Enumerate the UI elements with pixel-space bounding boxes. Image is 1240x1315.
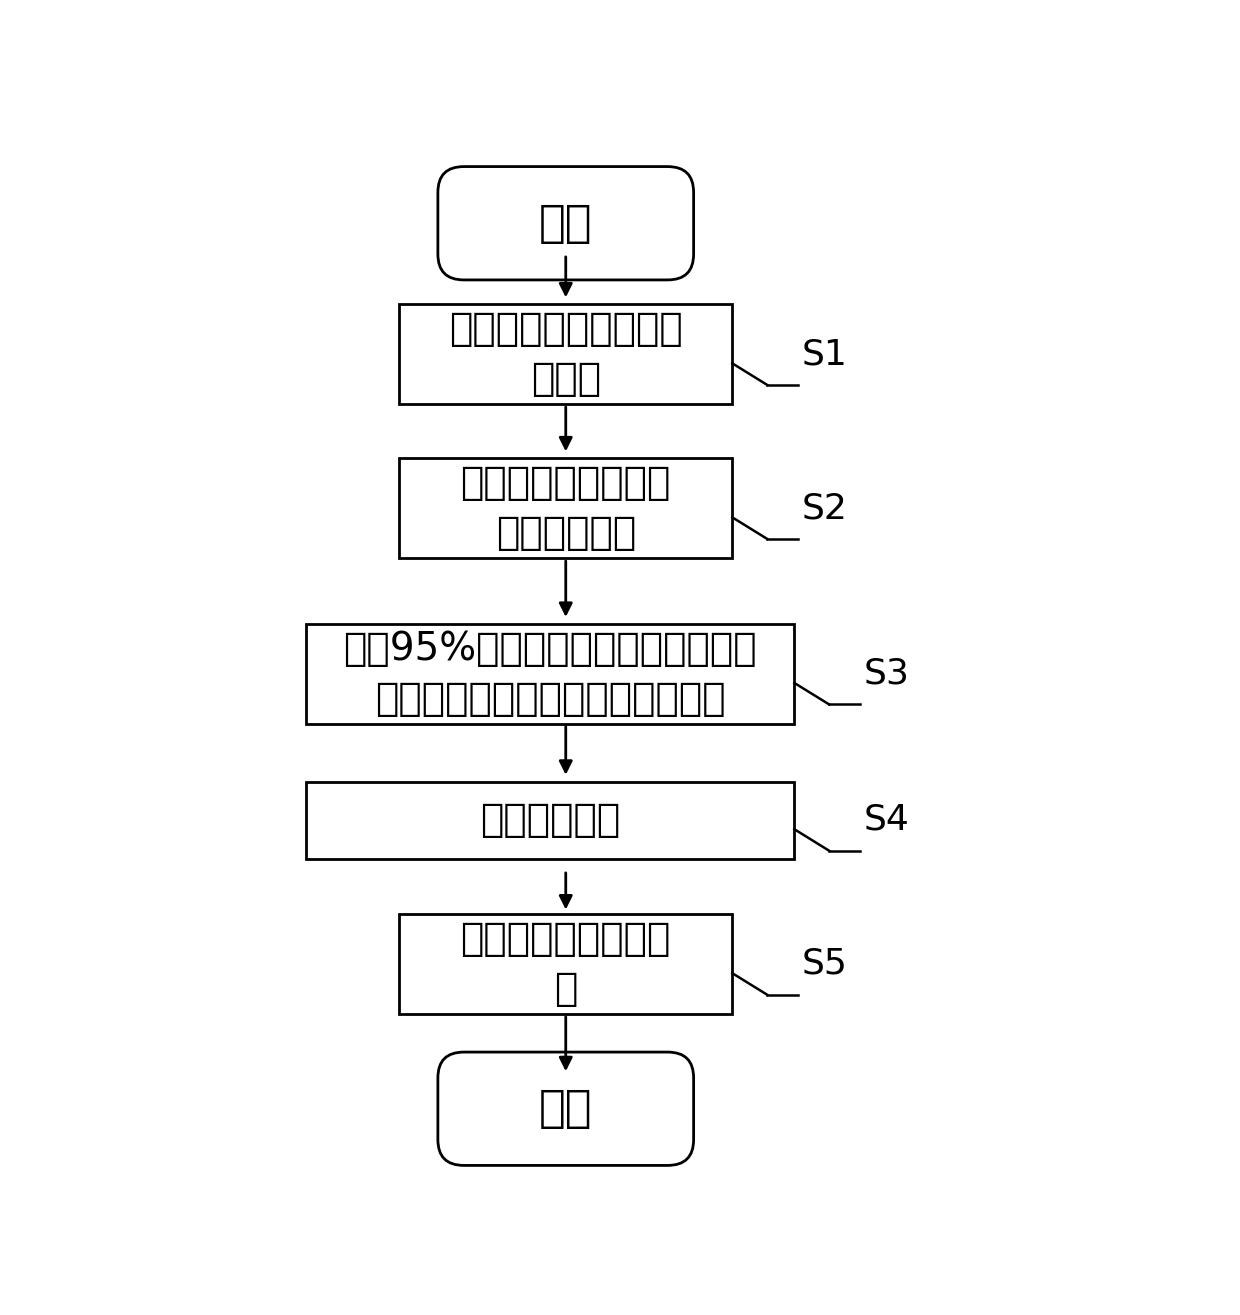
Bar [306,623,795,723]
Text: S5: S5 [802,947,848,981]
Bar [306,781,795,859]
Text: 构建传递函数: 构建传递函数 [480,801,620,839]
Bar [399,914,733,1014]
Text: 开始: 开始 [539,201,593,245]
FancyBboxPatch shape [438,1052,693,1165]
Text: 构建混合分布的累计
概率分布函数: 构建混合分布的累计 概率分布函数 [460,464,671,552]
Text: 寻找95%置信区间对应的观测序列参
数和去无效降水事件模拟序列参数: 寻找95%置信区间对应的观测序列参 数和去无效降水事件模拟序列参数 [343,630,758,718]
FancyBboxPatch shape [438,167,693,280]
Text: 得到去无效降水事件模
拟序列: 得到去无效降水事件模 拟序列 [449,310,683,398]
Bar [399,304,733,404]
Text: 优化误差订正拟合序
列: 优化误差订正拟合序 列 [460,920,671,1009]
Text: 结束: 结束 [539,1088,593,1131]
Text: S1: S1 [802,337,848,371]
Text: S3: S3 [864,656,910,690]
Text: S2: S2 [802,490,848,525]
Bar [399,458,733,558]
Text: S4: S4 [864,803,910,838]
